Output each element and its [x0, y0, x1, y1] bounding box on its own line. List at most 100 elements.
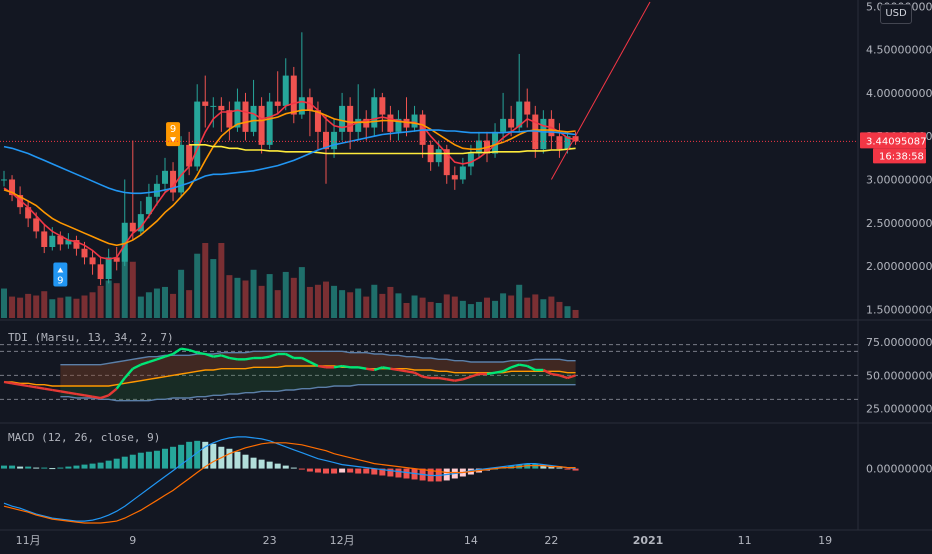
volume-bar: [194, 253, 201, 318]
ma-line-ma-fast: [3, 100, 576, 260]
tdi-price-line-segment: [180, 347, 190, 352]
candle-body: [572, 136, 579, 142]
candle-body: [564, 136, 571, 150]
tdi-price-line-segment: [510, 363, 520, 369]
tdi-tick-label: 25.00000000: [866, 403, 932, 416]
candle-body: [516, 101, 523, 128]
candle-body: [234, 101, 241, 128]
volume-bar: [524, 297, 531, 318]
macd-histogram-bar: [105, 460, 112, 469]
tdi-pane[interactable]: [0, 344, 858, 402]
macd-histogram-bar: [73, 465, 80, 469]
tdi-price-line-segment: [197, 351, 206, 356]
volume-bar: [459, 300, 466, 318]
tdi-price-line-segment: [100, 394, 110, 400]
macd-tick-label: 0.00000000: [866, 463, 932, 476]
time-tick-label: 11月: [16, 534, 41, 547]
macd-histogram-bar: [323, 468, 329, 474]
currency-button[interactable]: USD: [880, 4, 912, 24]
up-arrow-icon: [57, 267, 64, 273]
time-tick-label: 23: [263, 534, 277, 547]
tdi-price-line-segment: [502, 366, 512, 373]
volume-bar: [411, 295, 418, 318]
volume-bar: [323, 281, 329, 318]
candle-body: [97, 264, 104, 280]
candle-body: [210, 105, 217, 107]
tdi-price-line-segment: [309, 360, 319, 368]
candle-body: [81, 248, 88, 258]
moving-averages: [0, 1, 858, 260]
price-axis[interactable]: 1.50000000 2.00000000 2.50000000 3.00000000…: [860, 0, 932, 476]
last-price-tag: 3.44095087 16:38:58: [860, 132, 926, 164]
candle-body: [347, 105, 354, 132]
tdi-price-line-segment: [567, 374, 576, 380]
ma-line-ma-slow: [189, 144, 576, 155]
volume-bar: [137, 296, 144, 318]
price-tick-label: 2.00000000: [866, 260, 932, 273]
macd-histogram-bar: [298, 468, 305, 470]
volume-bar: [186, 290, 193, 318]
tdi-price-line-segment: [148, 358, 158, 364]
volume-bar: [484, 297, 490, 318]
candle-body: [540, 118, 547, 150]
macd-histogram-bar: [339, 468, 346, 473]
macd-histogram-bar: [121, 456, 128, 469]
macd-histogram-bar: [387, 468, 394, 477]
macd-histogram-bar: [274, 463, 281, 469]
time-tick-label: 22: [544, 534, 558, 547]
tdi-price-line-segment: [140, 360, 150, 366]
candle-body: [379, 97, 386, 115]
time-tick-label: 12月: [330, 534, 355, 547]
price-tick-label: 3.00000000: [866, 173, 932, 186]
candle-body: [170, 170, 177, 193]
volume-bar: [162, 286, 168, 318]
tdi-price-line-segment: [494, 370, 504, 374]
sell-signal-marker[interactable]: 9: [166, 122, 181, 147]
buy-signal-marker[interactable]: 9: [53, 262, 68, 287]
tdi-price-line-segment: [519, 363, 528, 368]
macd-pane[interactable]: [1, 436, 579, 524]
volume-bar: [355, 288, 362, 318]
tdi-price-line-segment: [373, 366, 383, 372]
volume-bar: [540, 299, 547, 318]
candle-body: [403, 118, 410, 128]
volume-bar: [258, 285, 265, 318]
volume-bar: [475, 301, 482, 318]
volume-bar: [516, 284, 523, 318]
candle-body: [57, 235, 64, 245]
tdi-price-line-segment: [44, 387, 53, 392]
macd-line: [3, 436, 576, 522]
candle-body: [162, 170, 168, 184]
time-axis[interactable]: 11月 9 23 12月 14 22 2021 11 19: [16, 534, 832, 547]
volume-bar: [467, 304, 474, 318]
candle-body: [500, 118, 507, 132]
tdi-price-line-segment: [52, 388, 61, 393]
tdi-lower-band: [60, 384, 576, 402]
tdi-price-line-segment: [164, 352, 174, 358]
candle-body: [411, 114, 418, 128]
volume-bar: [65, 296, 72, 318]
volume-bar: [572, 309, 579, 318]
candle-body: [89, 257, 96, 265]
price-tag-bg: [860, 132, 926, 149]
macd-histogram-bar: [242, 454, 249, 469]
volume-bar: [548, 296, 555, 318]
macd-histogram-bar: [137, 452, 144, 469]
volume-bar: [97, 285, 104, 318]
volume-bar: [210, 259, 217, 318]
macd-histogram-bar: [41, 467, 48, 469]
grid-lines: [0, 0, 932, 531]
candlesticks[interactable]: 99: [1, 32, 579, 287]
price-tick-label: 1.50000000: [866, 303, 932, 316]
candle-body: [443, 149, 450, 176]
tdi-price-line-segment: [68, 391, 77, 396]
tdi-price-line-segment: [301, 356, 311, 364]
macd-title: MACD (12, 26, close, 9): [8, 431, 160, 444]
macd-histogram-bar: [89, 463, 96, 469]
macd-histogram-bar: [210, 443, 217, 469]
volume-bar: [57, 297, 64, 318]
macd-histogram-bar: [314, 468, 321, 473]
macd-histogram-bar: [17, 466, 24, 469]
